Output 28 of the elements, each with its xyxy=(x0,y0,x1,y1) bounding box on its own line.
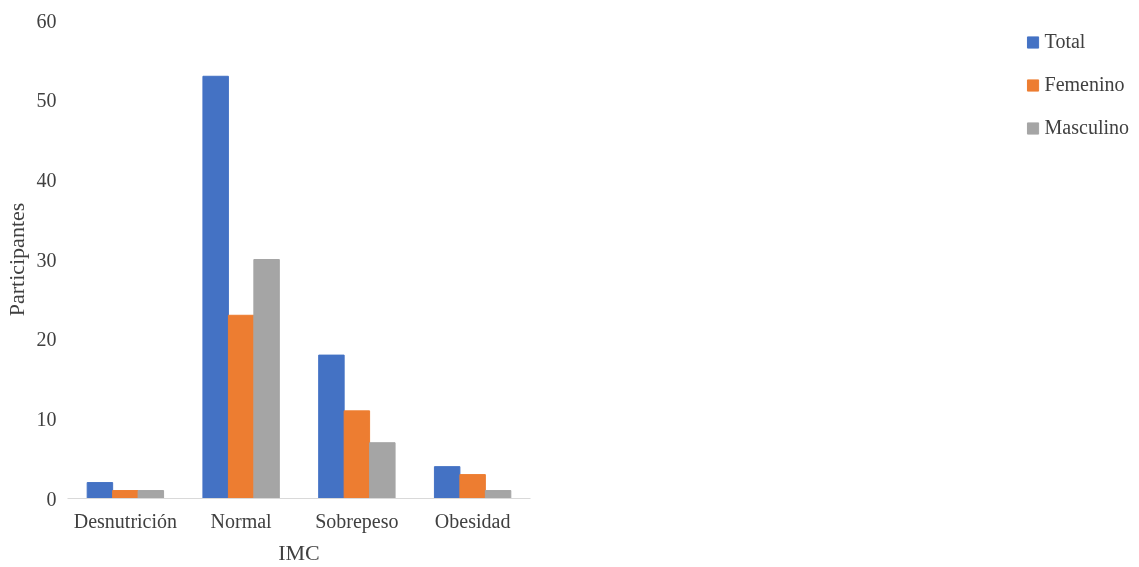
x-tick-label: Desnutrición xyxy=(73,509,178,532)
legend-label: Total xyxy=(1044,30,1086,53)
y-tick-label: 30 xyxy=(36,248,57,271)
bar xyxy=(202,75,229,499)
bar xyxy=(343,410,371,499)
bar xyxy=(137,490,165,499)
bar xyxy=(112,490,139,499)
bar xyxy=(86,482,114,499)
bar xyxy=(318,354,345,499)
bar xyxy=(433,466,461,499)
x-tick-label: Normal xyxy=(210,509,273,532)
y-tick-label: 50 xyxy=(36,89,57,112)
y-tick-label: 0 xyxy=(46,487,57,510)
legend-label: Masculino xyxy=(1044,116,1129,139)
x-tick-label: Sobrepeso xyxy=(315,509,399,533)
x-tick-label: Obesidad xyxy=(434,509,511,532)
legend-label: Femenino xyxy=(1044,73,1125,96)
y-tick-label: 10 xyxy=(36,407,57,430)
y-tick-label: 20 xyxy=(36,328,57,351)
bar xyxy=(227,314,255,499)
y-tick-label: 60 xyxy=(36,9,57,32)
bar xyxy=(484,490,512,499)
bar xyxy=(253,259,280,499)
x-axis-title: IMC xyxy=(278,539,320,565)
bar xyxy=(369,442,396,499)
y-axis-title: Participantes xyxy=(3,202,29,317)
bar xyxy=(459,474,486,499)
y-tick-label: 40 xyxy=(36,168,57,191)
